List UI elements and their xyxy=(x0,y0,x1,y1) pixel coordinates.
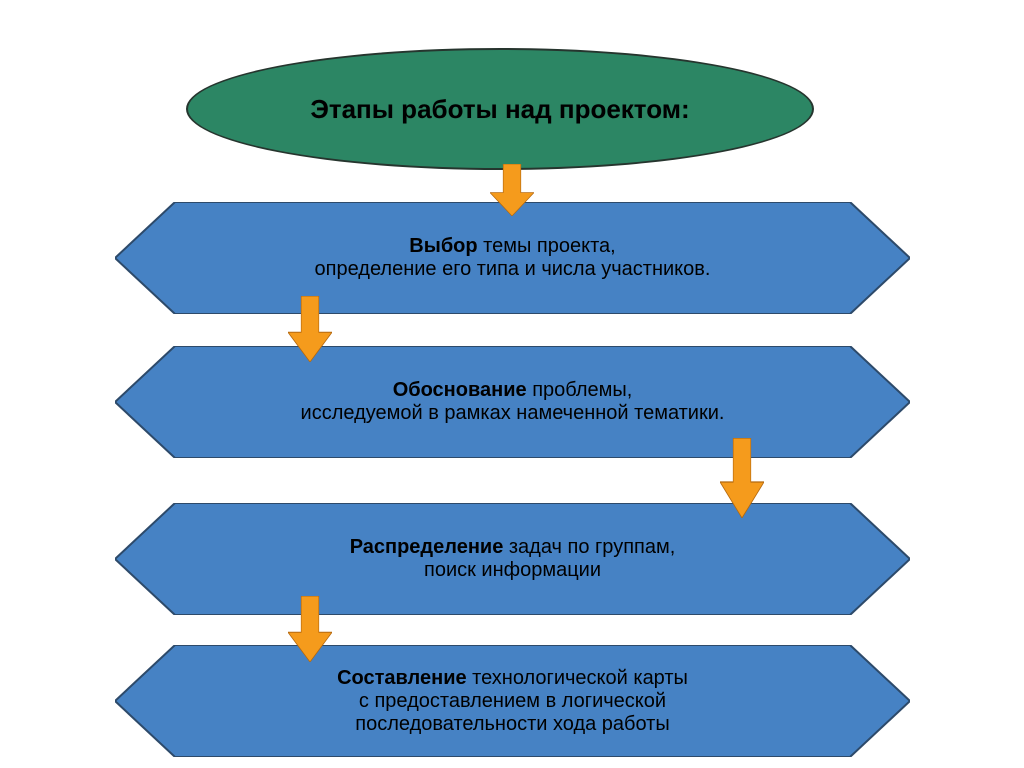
step-text-4: Составление технологической картыс предо… xyxy=(115,645,910,757)
step-4: Составление технологической картыс предо… xyxy=(115,645,910,757)
arrow-4 xyxy=(288,596,332,662)
step-2: Обоснование проблемы,исследуемой в рамка… xyxy=(115,346,910,458)
step-text-3: Распределение задач по группам,поиск инф… xyxy=(115,503,910,615)
title-text: Этапы работы над проектом: xyxy=(310,94,689,125)
diagram-canvas: Этапы работы над проектом: Выбор темы пр… xyxy=(0,0,1024,768)
step-text-1: Выбор темы проекта,определение его типа … xyxy=(115,202,910,314)
step-text-2: Обоснование проблемы,исследуемой в рамка… xyxy=(115,346,910,458)
step-1: Выбор темы проекта,определение его типа … xyxy=(115,202,910,314)
title-ellipse: Этапы работы над проектом: xyxy=(186,48,814,170)
arrow-3 xyxy=(720,438,764,518)
arrow-2 xyxy=(288,296,332,362)
arrow-1 xyxy=(490,164,534,216)
step-3: Распределение задач по группам,поиск инф… xyxy=(115,503,910,615)
